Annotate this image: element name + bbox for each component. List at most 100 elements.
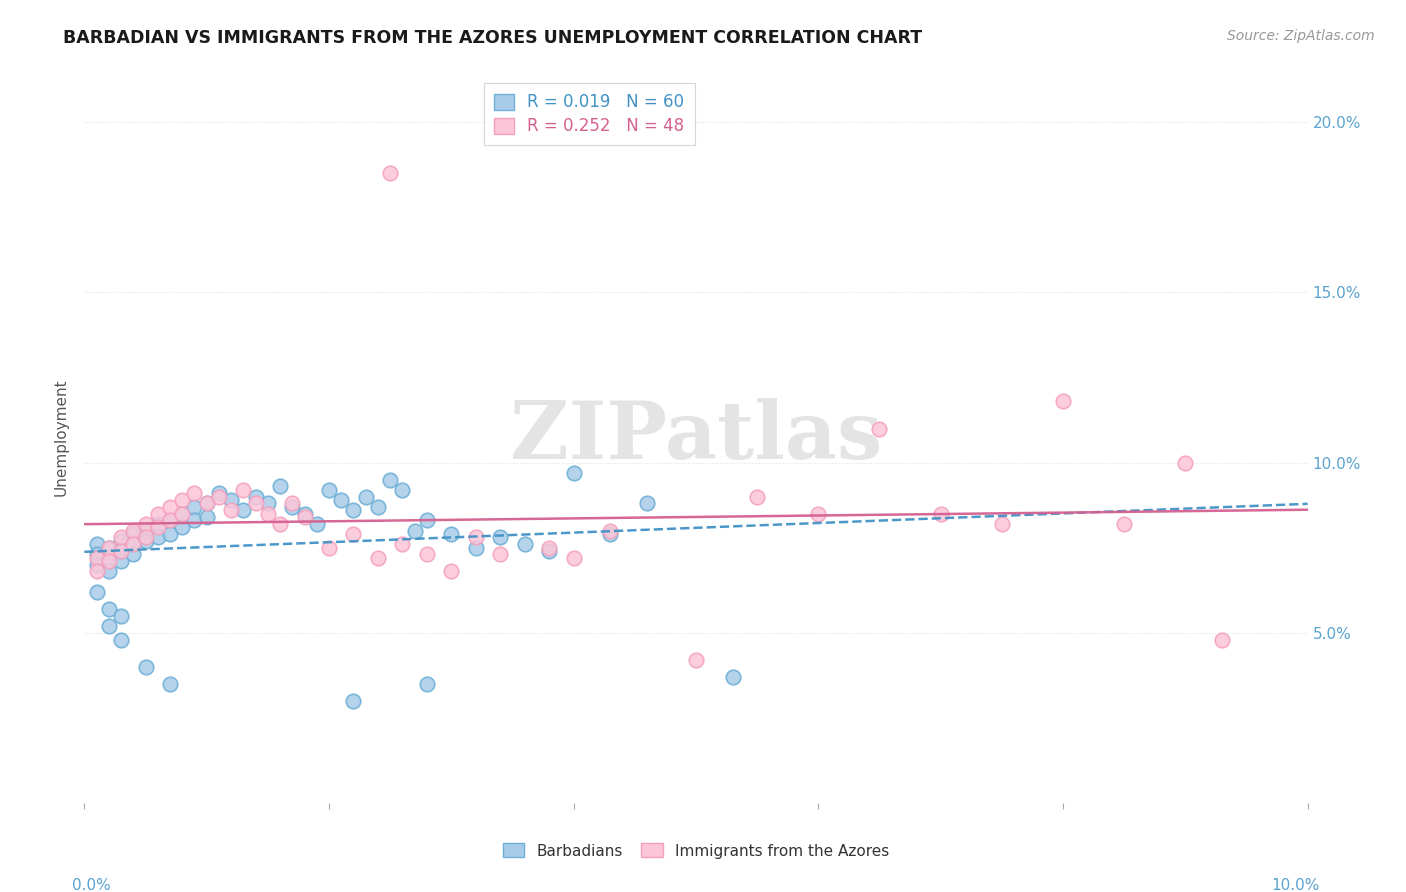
Point: [110, 533, 132, 548]
Point: [232, 483, 254, 497]
Point: [208, 490, 231, 504]
Point: [146, 507, 169, 521]
Point: [685, 653, 707, 667]
Point: [97, 554, 120, 568]
Point: [159, 527, 181, 541]
Point: [183, 513, 205, 527]
Point: [245, 490, 267, 504]
Point: [391, 537, 413, 551]
Point: [146, 531, 169, 545]
Point: [1174, 456, 1197, 470]
Point: [195, 496, 218, 510]
Point: [1052, 394, 1074, 409]
Point: [318, 541, 340, 555]
Point: [159, 513, 181, 527]
Point: [97, 541, 120, 555]
Point: [110, 544, 132, 558]
Point: [281, 500, 304, 514]
Point: [146, 516, 169, 531]
Point: [513, 537, 536, 551]
Point: [404, 524, 426, 538]
Point: [599, 524, 621, 538]
Point: [159, 677, 181, 691]
Point: [416, 513, 439, 527]
Point: [172, 493, 194, 508]
Point: [208, 486, 231, 500]
Point: [599, 527, 621, 541]
Point: [380, 166, 402, 180]
Point: [97, 541, 120, 555]
Point: [1211, 632, 1233, 647]
Point: [219, 493, 242, 508]
Point: [869, 421, 891, 435]
Point: [562, 466, 585, 480]
Point: [97, 550, 120, 565]
Point: [489, 531, 512, 545]
Point: [747, 490, 769, 504]
Text: Source: ZipAtlas.com: Source: ZipAtlas.com: [1227, 29, 1375, 43]
Point: [135, 531, 157, 545]
Text: BARBADIAN VS IMMIGRANTS FROM THE AZORES UNEMPLOYMENT CORRELATION CHART: BARBADIAN VS IMMIGRANTS FROM THE AZORES …: [63, 29, 922, 46]
Point: [269, 479, 291, 493]
Point: [636, 496, 658, 510]
Point: [294, 510, 316, 524]
Point: [367, 550, 389, 565]
Point: [122, 537, 145, 551]
Point: [281, 496, 304, 510]
Point: [86, 537, 108, 551]
Point: [232, 503, 254, 517]
Point: [464, 531, 486, 545]
Point: [342, 503, 364, 517]
Point: [269, 516, 291, 531]
Point: [135, 533, 157, 548]
Point: [489, 548, 512, 562]
Point: [929, 507, 952, 521]
Point: [219, 503, 242, 517]
Point: [257, 496, 280, 510]
Text: 10.0%: 10.0%: [1271, 878, 1320, 892]
Point: [110, 608, 132, 623]
Point: [122, 548, 145, 562]
Point: [122, 537, 145, 551]
Point: [97, 565, 120, 579]
Point: [110, 554, 132, 568]
Point: [172, 507, 194, 521]
Point: [1114, 516, 1136, 531]
Point: [342, 694, 364, 708]
Point: [159, 500, 181, 514]
Point: [86, 558, 108, 572]
Point: [354, 490, 377, 504]
Point: [440, 527, 463, 541]
Point: [97, 619, 120, 633]
Point: [538, 544, 561, 558]
Point: [464, 541, 486, 555]
Point: [97, 602, 120, 616]
Point: [416, 677, 439, 691]
Legend: Barbadians, Immigrants from the Azores: Barbadians, Immigrants from the Azores: [496, 838, 896, 864]
Point: [110, 544, 132, 558]
Point: [146, 520, 169, 534]
Point: [122, 524, 145, 538]
Point: [367, 500, 389, 514]
Point: [183, 500, 205, 514]
Point: [135, 524, 157, 538]
Text: ZIPatlas: ZIPatlas: [510, 398, 882, 476]
Point: [195, 496, 218, 510]
Point: [318, 483, 340, 497]
Point: [245, 496, 267, 510]
Point: [380, 473, 402, 487]
Point: [294, 507, 316, 521]
Point: [416, 548, 439, 562]
Point: [562, 550, 585, 565]
Point: [86, 548, 108, 562]
Point: [135, 659, 157, 673]
Point: [195, 510, 218, 524]
Point: [391, 483, 413, 497]
Point: [86, 550, 108, 565]
Text: 0.0%: 0.0%: [72, 878, 111, 892]
Y-axis label: Unemployment: Unemployment: [53, 378, 69, 496]
Point: [122, 527, 145, 541]
Point: [538, 541, 561, 555]
Point: [183, 486, 205, 500]
Point: [110, 632, 132, 647]
